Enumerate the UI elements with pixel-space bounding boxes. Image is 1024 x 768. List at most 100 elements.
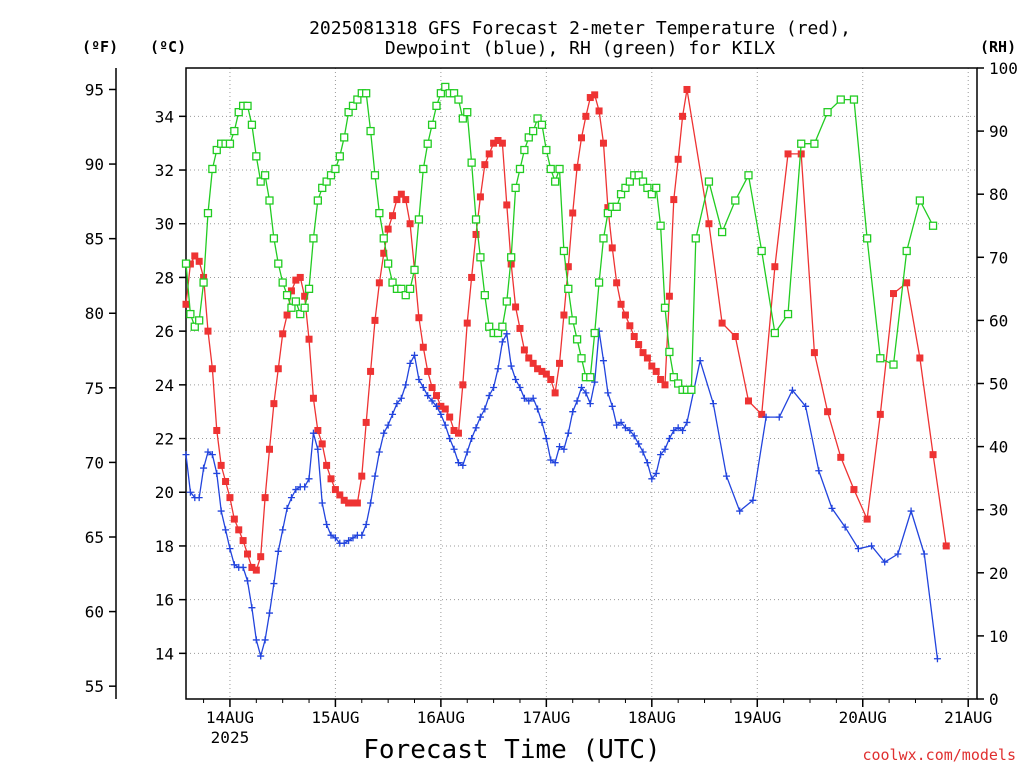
dewpoint-point <box>613 421 621 429</box>
dewpoint-point <box>411 351 419 359</box>
rh-point <box>252 152 261 161</box>
dewpoint-point <box>652 469 660 477</box>
dewpoint-point <box>556 443 564 451</box>
dewpoint-point <box>564 429 572 437</box>
dewpoint-point <box>222 526 230 534</box>
dewpoint-point <box>551 459 559 467</box>
temperature-point <box>441 405 449 413</box>
temperature-point <box>257 553 265 561</box>
temperature-point <box>323 461 331 469</box>
fahrenheit-tick-label: 60 <box>85 603 104 622</box>
fahrenheit-tick-label: 65 <box>85 528 104 547</box>
temperature-point <box>397 190 405 198</box>
temperature-point <box>507 260 515 268</box>
temperature-point <box>942 542 950 550</box>
credit-text: coolwx.com/models <box>862 746 1016 764</box>
rh-point <box>647 190 656 199</box>
rh-point <box>783 309 793 319</box>
dewpoint-point <box>815 467 823 475</box>
dewpoint-point <box>881 558 889 566</box>
celsius-tick-label: 18 <box>155 537 174 556</box>
temperature-point <box>683 85 691 93</box>
temperature-point <box>512 303 520 311</box>
dewpoint-point <box>512 375 520 383</box>
temperature-point <box>336 491 344 499</box>
rh-point <box>397 284 406 294</box>
rh-point <box>278 278 287 287</box>
rh-tick-label: 90 <box>989 122 1008 141</box>
rh-point <box>568 316 577 325</box>
dewpoint-point <box>933 655 941 663</box>
dewpoint-point <box>345 537 353 545</box>
temperature-point <box>621 311 629 319</box>
x-tick-label: 16AUG <box>417 708 465 727</box>
series-line <box>185 85 934 391</box>
temperature-point <box>358 472 366 480</box>
temperature-point <box>292 276 300 284</box>
rh-tick-label: 70 <box>989 248 1008 267</box>
rh-point <box>599 234 608 243</box>
rh-point <box>507 253 516 262</box>
dewpoint-point <box>389 410 397 418</box>
temperature-point <box>503 201 511 209</box>
x-tick-sublabel: 2025 <box>211 728 250 747</box>
temperature-point <box>446 413 454 421</box>
rh-point <box>208 164 217 174</box>
temperature-point <box>718 319 726 327</box>
dewpoint-point <box>639 448 647 456</box>
dewpoint-point <box>507 362 515 370</box>
temperature-point <box>349 499 357 507</box>
celsius-unit-label: (ºC) <box>150 38 186 56</box>
x-tick-label: 19AUG <box>733 708 781 727</box>
temperature-point <box>850 486 858 494</box>
fahrenheit-tick-label: 85 <box>85 230 104 249</box>
temperature-point <box>679 112 687 120</box>
dewpoint-point <box>868 542 876 550</box>
rh-point <box>414 215 424 224</box>
grid <box>186 68 977 699</box>
dewpoint-point <box>696 357 704 365</box>
x-tick-label: 18AUG <box>628 708 676 727</box>
dewpoint-point <box>349 534 357 542</box>
dewpoint-point <box>657 451 665 459</box>
rh-point <box>493 328 503 338</box>
celsius-tick-label: 14 <box>155 644 174 663</box>
fahrenheit-tick-label: 70 <box>85 453 104 472</box>
rh-point <box>458 114 468 123</box>
temperature-point <box>375 279 383 287</box>
rh-point <box>291 297 301 306</box>
dewpoint-point <box>213 469 221 477</box>
temperature-point <box>824 408 832 416</box>
dewpoint-point <box>441 421 449 429</box>
temperature-point <box>226 494 234 502</box>
temperature-point <box>230 515 238 523</box>
temperature-point <box>916 354 924 362</box>
dewpoint-point <box>424 392 432 400</box>
rh-point <box>419 164 428 174</box>
temperature-point <box>345 499 353 507</box>
celsius-tick-label: 28 <box>155 268 174 287</box>
dewpoint-point <box>683 418 691 426</box>
dewpoint-point <box>323 520 331 528</box>
rh-tick-label: 40 <box>989 438 1008 457</box>
fahrenheit-tick-label: 90 <box>85 155 104 174</box>
dewpoint-point <box>494 365 502 373</box>
temperature-point <box>784 150 792 158</box>
celsius-tick-label: 20 <box>155 483 174 502</box>
rh-point <box>652 183 661 193</box>
x-tick-label: 15AUG <box>311 708 359 727</box>
rh-point <box>586 373 595 382</box>
temperature-point <box>569 209 577 217</box>
rh-point <box>590 328 599 338</box>
dewpoint-point <box>248 604 256 612</box>
dewpoint-point <box>503 330 511 338</box>
x-tick-label: 20AUG <box>839 708 887 727</box>
temperature-point <box>670 196 678 204</box>
temperature-point <box>296 273 304 281</box>
temperature-point <box>903 279 911 287</box>
dewpoint-point <box>415 375 423 383</box>
rh-point <box>717 227 727 237</box>
temperature-point <box>182 300 190 308</box>
rh-point <box>915 196 925 205</box>
